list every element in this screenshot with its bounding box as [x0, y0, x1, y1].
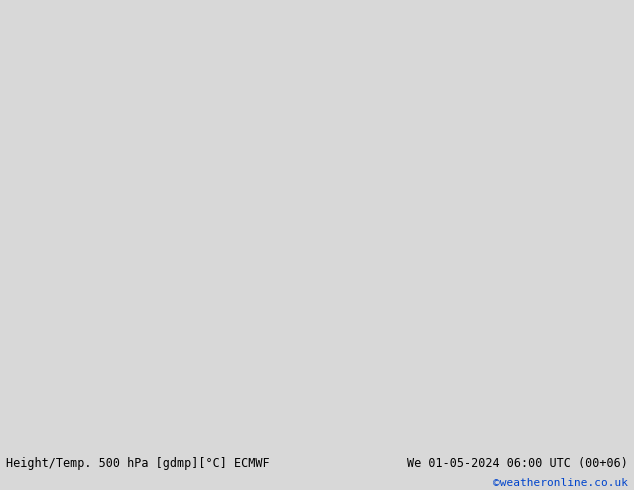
- Text: We 01-05-2024 06:00 UTC (00+06): We 01-05-2024 06:00 UTC (00+06): [407, 457, 628, 469]
- Text: Height/Temp. 500 hPa [gdmp][°C] ECMWF: Height/Temp. 500 hPa [gdmp][°C] ECMWF: [6, 457, 270, 469]
- Text: ©weatheronline.co.uk: ©weatheronline.co.uk: [493, 478, 628, 488]
